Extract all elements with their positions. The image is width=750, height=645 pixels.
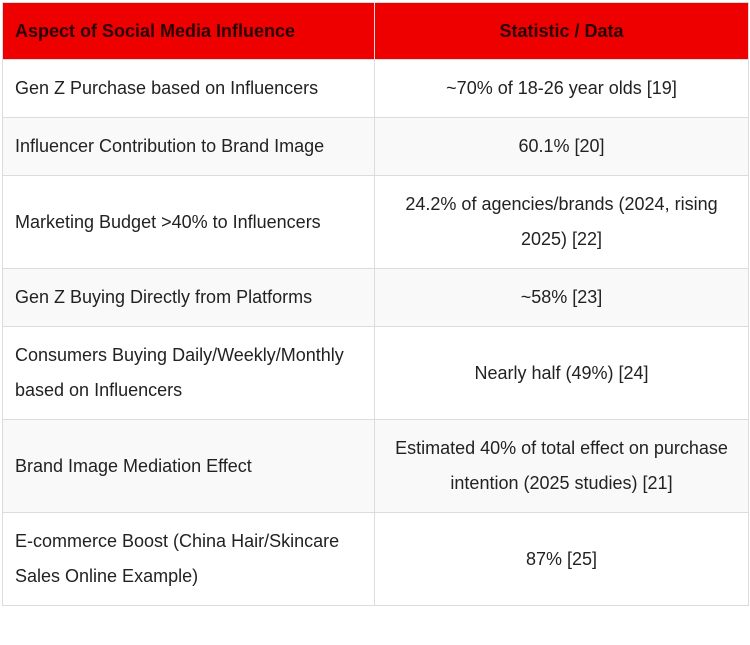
aspect-cell: Brand Image Mediation Effect xyxy=(2,419,375,513)
aspect-cell: Gen Z Purchase based on Influencers xyxy=(2,59,375,118)
aspect-cell: Influencer Contribution to Brand Image xyxy=(2,117,375,176)
column-header: Statistic / Data xyxy=(374,2,749,60)
aspect-cell: Gen Z Buying Directly from Platforms xyxy=(2,268,375,327)
statistic-cell: 87% [25] xyxy=(374,512,749,606)
column-header: Aspect of Social Media Influence xyxy=(2,2,375,60)
table-row: Gen Z Purchase based on Influencers ~70% … xyxy=(2,59,749,118)
table-row: Marketing Budget >40% to Influencers 24.2… xyxy=(2,175,749,269)
aspect-cell: Marketing Budget >40% to Influencers xyxy=(2,175,375,269)
aspect-cell: Consumers Buying Daily/Weekly/Monthly ba… xyxy=(2,326,375,420)
header-row: Aspect of Social Media Influence Statist… xyxy=(2,2,749,60)
statistic-cell: 24.2% of agencies/brands (2024, rising 2… xyxy=(374,175,749,269)
table-row: Influencer Contribution to Brand Image 60… xyxy=(2,117,749,176)
table-body: Gen Z Purchase based on Influencers ~70% … xyxy=(2,59,749,606)
aspect-cell: E-commerce Boost (China Hair/Skincare Sa… xyxy=(2,512,375,606)
table-head: Aspect of Social Media Influence Statist… xyxy=(2,2,749,60)
data-table: Aspect of Social Media Influence Statist… xyxy=(2,2,749,606)
table-row: Gen Z Buying Directly from Platforms ~58%… xyxy=(2,268,749,327)
statistic-cell: Estimated 40% of total effect on purchas… xyxy=(374,419,749,513)
statistic-cell: ~70% of 18-26 year olds [19] xyxy=(374,59,749,118)
table-row: Brand Image Mediation Effect Estimated 40… xyxy=(2,419,749,513)
table-row: E-commerce Boost (China Hair/Skincare Sa… xyxy=(2,512,749,606)
table-row: Consumers Buying Daily/Weekly/Monthly ba… xyxy=(2,326,749,420)
statistic-cell: ~58% [23] xyxy=(374,268,749,327)
statistic-cell: 60.1% [20] xyxy=(374,117,749,176)
statistic-cell: Nearly half (49%) [24] xyxy=(374,326,749,420)
